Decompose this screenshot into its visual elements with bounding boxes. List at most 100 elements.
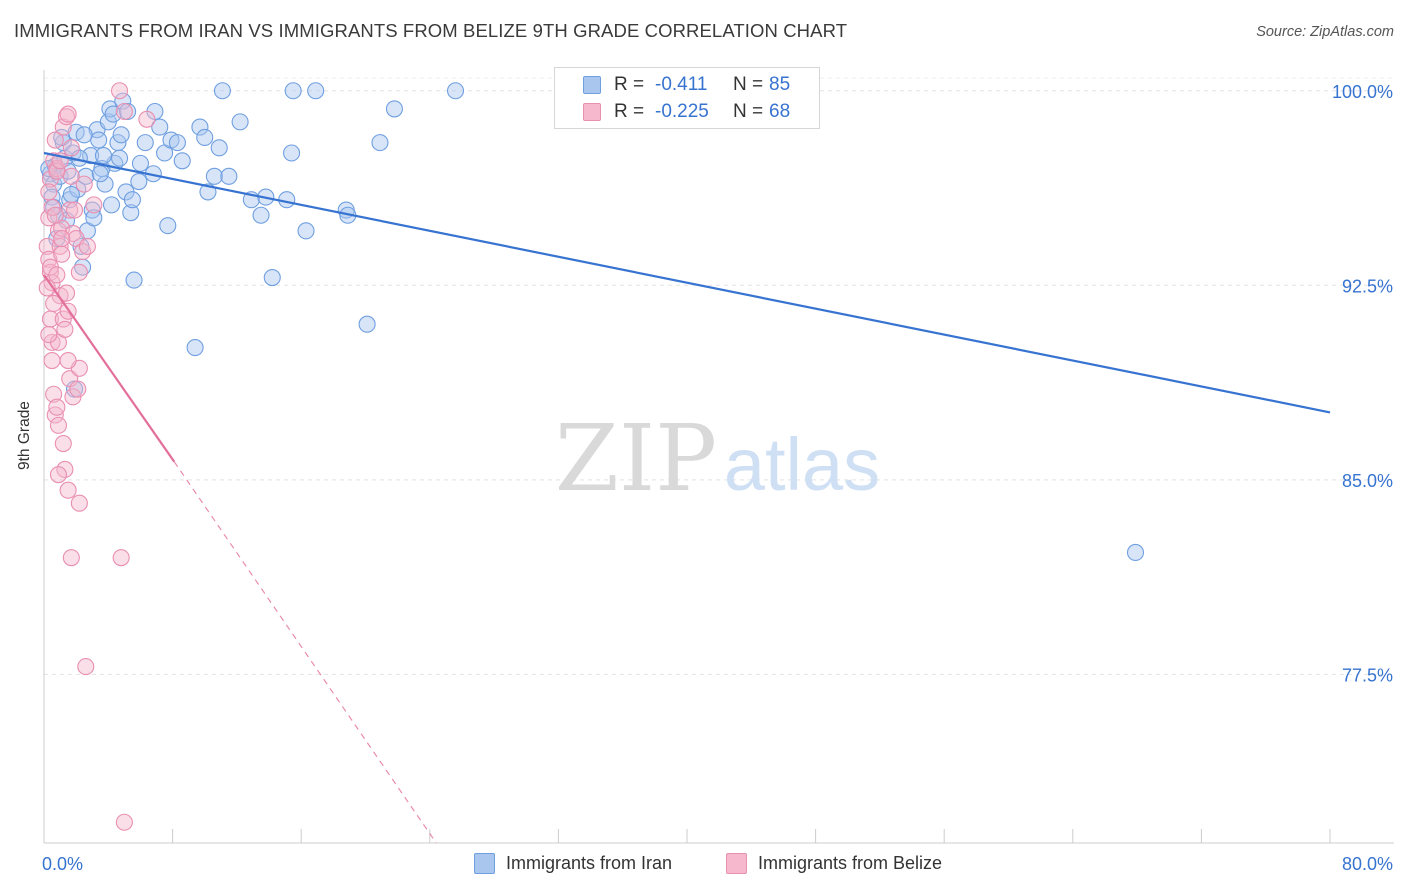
belize-point [138,110,156,128]
iran-point [196,128,214,146]
belize-point [53,230,71,248]
belize-point [59,105,77,123]
points-layer [38,82,1145,831]
iran-point [75,126,93,144]
belize-point [62,139,80,157]
iran-point [131,154,149,172]
iran-point [173,152,191,170]
belize-point [115,102,133,121]
belize-point [46,131,64,149]
belize-point [43,351,61,370]
r-value: -0.411 [655,74,708,95]
n-label: N = [733,101,764,122]
watermark-zip: ZIP [555,405,717,512]
iran-point [358,315,376,333]
belize-point [54,434,72,453]
iran-point [191,118,209,136]
iran-point [123,191,141,209]
belize-point [45,294,63,313]
y-tick-label: 77.5% [1342,665,1393,685]
iran-trend-line [43,151,1331,414]
legend-swatch-belize [726,853,747,874]
belize-point [70,263,88,281]
iran-point [96,175,114,193]
belize-point [75,175,93,193]
iran-point [210,139,228,157]
iran-point [186,339,204,357]
iran-point [111,149,129,167]
chart-title: IMMIGRANTS FROM IRAN VS IMMIGRANTS FROM … [14,20,848,41]
iran-point [112,126,130,144]
belize-point [53,245,71,263]
iran-point [130,172,148,191]
belize-trend-line [43,274,176,463]
belize-point [78,237,96,255]
tick-labels: 77.5% 85.0% 92.5% 100.0% 0.0% 80.0% [42,82,1393,874]
iran-point [125,271,143,289]
iran-point [90,131,108,149]
y-tick-label: 92.5% [1342,276,1393,296]
stats-row-iran: R = -0.411 N = 85 [555,73,821,99]
belize-point [48,266,66,284]
iran-point [263,268,281,287]
n-value: 68 [769,101,791,122]
belize-point [40,326,58,344]
iran-point [122,204,140,222]
trend-lines [43,151,1331,844]
iran-point [168,134,186,152]
watermark: ZIP atlas [555,405,880,512]
belize-point [48,162,66,180]
iran-point [283,144,301,162]
iran-point [102,196,121,214]
iran-point [278,191,296,209]
y-tick-label: 100.0% [1332,82,1393,102]
x-tick-label: 80.0% [1342,854,1393,874]
iran-point [297,222,315,240]
belize-point [62,549,80,567]
watermark-atlas: atlas [724,423,880,506]
legend-item-belize[interactable]: Immigrants from Belize [726,851,986,877]
belize-point [70,494,88,512]
iran-point [151,118,169,136]
iran-point [205,167,223,185]
belize-point [111,82,129,100]
belize-point [57,284,76,302]
belize-point [49,416,68,434]
x-tick-label: 0.0% [42,854,83,874]
iran-point [94,147,113,165]
grid-lines [44,77,1394,675]
iran-point [1126,543,1145,562]
iran-point [371,134,389,152]
belize-point [56,320,74,338]
belize-point [54,118,72,136]
belize-point [65,201,84,219]
n-label: N = [733,74,764,95]
iran-point [136,134,154,152]
belize-point [59,351,77,370]
belize-point [57,108,76,126]
iran-point [91,165,109,183]
iran-point [213,82,231,100]
iran-point [159,217,177,235]
belize-point [59,481,77,499]
iran-point [62,185,80,204]
iran-swatch [583,76,601,94]
iran-point [220,167,238,185]
iran-point [284,82,302,100]
belize-point [112,549,130,567]
r-label: R = [614,101,645,122]
belize-point [46,206,64,224]
belize-point [40,183,58,201]
iran-point [307,82,325,100]
iran-point [446,82,465,100]
r-value: -0.225 [655,101,709,122]
iran-point [231,113,249,131]
belize-point [69,380,87,398]
belize-point [49,466,68,484]
stats-box: R = -0.411 N = 85 R = -0.225 N = 68 [554,67,820,129]
belize-point [85,196,103,214]
legend-item-iran[interactable]: Immigrants from Iran [474,851,714,877]
iran-point [252,206,270,224]
y-tick-label: 85.0% [1342,471,1393,491]
